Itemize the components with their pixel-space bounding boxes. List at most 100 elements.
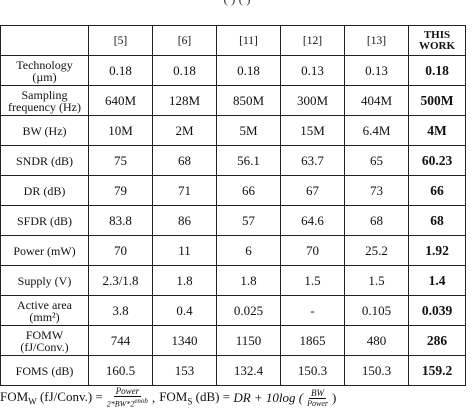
table-row: SNDR (dB) 75 68 56.1 63.7 65 60.23 bbox=[0, 145, 466, 176]
this-work-cell: 0.039 bbox=[408, 295, 466, 326]
comparison-table: [5] [6] [11] [12] [13] THIS WORK Technology (µ… bbox=[0, 25, 466, 386]
value-cell: 10M bbox=[88, 115, 153, 146]
row-label: Active area (mm²) bbox=[0, 295, 89, 326]
value-cell: 1.8 bbox=[152, 265, 217, 296]
value-cell: 480 bbox=[344, 325, 409, 356]
value-cell: 2M bbox=[152, 115, 217, 146]
row-label: BW (Hz) bbox=[0, 115, 89, 146]
value-cell: 75 bbox=[88, 145, 153, 176]
value-cell: 744 bbox=[88, 325, 153, 356]
table-row: FOMS (dB) 160.5 153 132.4 150.3 150.3 159.2 bbox=[0, 355, 466, 386]
value-cell: 5M bbox=[216, 115, 281, 146]
value-cell: 70 bbox=[88, 235, 153, 266]
value-cell: 0.105 bbox=[344, 295, 409, 326]
foms-close-paren: ) bbox=[332, 390, 337, 405]
value-cell: 1150 bbox=[216, 325, 281, 356]
header-cell bbox=[0, 25, 89, 56]
row-label: DR (dB) bbox=[0, 175, 89, 206]
this-work-cell: 159.2 bbox=[408, 355, 466, 386]
fomw-formula-label: FOMW (fJ/Conv.) = bbox=[0, 389, 103, 407]
this-work-cell: 286 bbox=[408, 325, 466, 356]
value-cell: 11 bbox=[152, 235, 217, 266]
table-row: Active area (mm²) 3.8 0.4 0.025-0.105 0.039 bbox=[0, 295, 466, 326]
value-cell: 15M bbox=[280, 115, 345, 146]
value-cell: 0.18 bbox=[88, 55, 153, 86]
table-header-row: [5] [6] [11] [12] [13] THIS WORK bbox=[0, 25, 466, 56]
value-cell: 0.4 bbox=[152, 295, 217, 326]
value-cell: 6 bbox=[216, 235, 281, 266]
value-cell: 70 bbox=[280, 235, 345, 266]
value-cell: 1.5 bbox=[344, 265, 409, 296]
value-cell: 2.3/1.8 bbox=[88, 265, 153, 296]
value-cell: 71 bbox=[152, 175, 217, 206]
header-cell: [12] bbox=[280, 25, 345, 56]
value-cell: 56.1 bbox=[216, 145, 281, 176]
header-cell: THIS WORK bbox=[408, 25, 466, 56]
table-row: SFDR (dB) 83.8 86 57 64.6 68 68 bbox=[0, 205, 466, 236]
value-cell: 0.13 bbox=[344, 55, 409, 86]
value-cell: 86 bbox=[152, 205, 217, 236]
value-cell: 150.3 bbox=[344, 355, 409, 386]
table-row: Power (mW) 70 11 6 70 25.2 1.92 bbox=[0, 235, 466, 266]
table-row: Technology (µm) 0.18 0.18 0.18 0.13 0.13 0.18 bbox=[0, 55, 466, 86]
table-row: DR (dB) 79 71 66 67 73 66 bbox=[0, 175, 466, 206]
table-row: BW (Hz) 10M 2M 5M 15M 6.4M 4M bbox=[0, 115, 466, 146]
figure-of-merit-formulas: FOMW (fJ/Conv.) = Power 2*BW*2enob , FOM… bbox=[0, 387, 474, 409]
value-cell: 65 bbox=[344, 145, 409, 176]
value-cell: 0.18 bbox=[216, 55, 281, 86]
row-label: FOMW (fJ/Conv.) bbox=[0, 325, 89, 356]
table-row: Sampling frequency (Hz) 640M 128M 850M 300M 4… bbox=[0, 85, 466, 116]
value-cell: 67 bbox=[280, 175, 345, 206]
value-cell: 68 bbox=[344, 205, 409, 236]
value-cell: 132.4 bbox=[216, 355, 281, 386]
value-cell: 83.8 bbox=[88, 205, 153, 236]
value-cell: 63.7 bbox=[280, 145, 345, 176]
value-cell: 150.3 bbox=[280, 355, 345, 386]
value-cell: 153 bbox=[152, 355, 217, 386]
table-row: Supply (V) 2.3/1.8 1.8 1.8 1.5 1.5 1.4 bbox=[0, 265, 466, 296]
header-cell: [5] bbox=[88, 25, 153, 56]
this-work-cell: 60.23 bbox=[408, 145, 466, 176]
row-label: SNDR (dB) bbox=[0, 145, 89, 176]
value-cell: 1340 bbox=[152, 325, 217, 356]
value-cell: 160.5 bbox=[88, 355, 153, 386]
fomw-denominator: 2*BW*2enob bbox=[106, 397, 148, 409]
value-cell: 73 bbox=[344, 175, 409, 206]
foms-fraction: BW Power bbox=[305, 387, 330, 408]
value-cell: 79 bbox=[88, 175, 153, 206]
fomw-fraction: Power 2*BW*2enob bbox=[105, 387, 150, 409]
header-cell: [11] bbox=[216, 25, 281, 56]
value-cell: 64.6 bbox=[280, 205, 345, 236]
value-cell: 1.5 bbox=[280, 265, 345, 296]
foms-denominator: Power bbox=[307, 398, 328, 408]
header-cell: [13] bbox=[344, 25, 409, 56]
table-caption-cropped: ( ) ( ) bbox=[0, 0, 474, 7]
value-cell: 57 bbox=[216, 205, 281, 236]
value-cell: - bbox=[280, 295, 345, 326]
value-cell: 6.4M bbox=[344, 115, 409, 146]
foms-formula-label: FOMS (dB) = bbox=[159, 389, 234, 407]
row-label: Power (mW) bbox=[0, 235, 89, 266]
value-cell: 1865 bbox=[280, 325, 345, 356]
row-label: SFDR (dB) bbox=[0, 205, 89, 236]
this-work-cell: 4M bbox=[408, 115, 466, 146]
this-work-cell: 68 bbox=[408, 205, 466, 236]
value-cell: 300M bbox=[280, 85, 345, 116]
value-cell: 0.13 bbox=[280, 55, 345, 86]
this-work-cell: 1.4 bbox=[408, 265, 466, 296]
value-cell: 66 bbox=[216, 175, 281, 206]
table-row: FOMW (fJ/Conv.) 744 1340 1150 1865 480 286 bbox=[0, 325, 466, 356]
value-cell: 404M bbox=[344, 85, 409, 116]
value-cell: 0.18 bbox=[152, 55, 217, 86]
this-work-cell: 66 bbox=[408, 175, 466, 206]
this-work-cell: 0.18 bbox=[408, 55, 466, 86]
foms-expression: DR + 10log ( bbox=[233, 390, 304, 405]
fomw-numerator: Power bbox=[113, 386, 142, 398]
row-label: Technology (µm) bbox=[0, 55, 89, 86]
value-cell: 1.8 bbox=[216, 265, 281, 296]
value-cell: 0.025 bbox=[216, 295, 281, 326]
this-work-cell: 1.92 bbox=[408, 235, 466, 266]
foms-numerator: BW bbox=[309, 387, 327, 399]
this-work-cell: 500M bbox=[408, 85, 466, 116]
value-cell: 68 bbox=[152, 145, 217, 176]
